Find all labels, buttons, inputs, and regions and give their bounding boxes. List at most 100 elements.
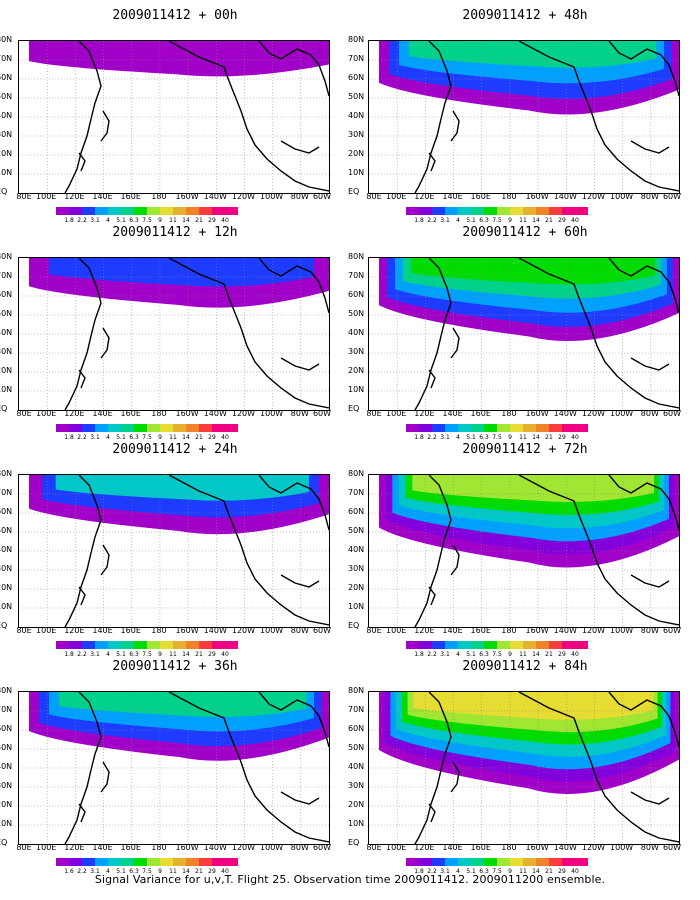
colorbar-swatch [56, 424, 69, 432]
colorbar-swatch [406, 641, 419, 649]
colorbar-swatch [108, 207, 121, 215]
map-canvas [369, 475, 679, 627]
latitude-label: 40N [0, 111, 13, 120]
colorbar-label: 9 [158, 868, 162, 875]
colorbar-swatch [134, 641, 147, 649]
latitude-label: 80N [348, 35, 365, 44]
coastline [280, 357, 320, 371]
colorbar-label: 5.1 [466, 651, 476, 658]
colorbar-swatch [484, 858, 497, 866]
longitude-label: 100E [386, 409, 407, 418]
colorbar-swatch [497, 641, 510, 649]
colorbar-swatch [212, 641, 225, 649]
colorbar-label: 40 [221, 434, 229, 441]
colorbar-swatch [406, 424, 419, 432]
colorbar-label: 11 [519, 868, 527, 875]
latitude-label: 20N [348, 583, 365, 592]
latitude-label: 80N [348, 469, 365, 478]
colorbar-label: 9 [508, 434, 512, 441]
coastline [608, 475, 679, 531]
colorbar-label: 6.3 [129, 868, 139, 875]
longitude-label: 120W [231, 843, 256, 852]
colorbar-label: 3.1 [90, 868, 100, 875]
colorbar-label: 11 [519, 434, 527, 441]
colorbar-swatch [536, 424, 549, 432]
colorbar-swatch [419, 858, 432, 866]
longitude-label: 160W [175, 409, 199, 418]
coastline [428, 369, 436, 389]
map-canvas [19, 475, 329, 627]
colorbar-label: 21 [195, 868, 203, 875]
coastline [64, 41, 102, 193]
colorbar-label: 14 [182, 868, 190, 875]
coastline [414, 692, 452, 844]
longitude-label: 180 [151, 192, 167, 201]
longitude-label: 180 [501, 409, 517, 418]
latitude-label: 70N [348, 54, 365, 63]
coastline [450, 327, 460, 359]
longitude-label: 140E [92, 626, 113, 635]
colorbar-label: 11 [169, 651, 177, 658]
longitude-label: 140E [92, 192, 113, 201]
longitude-label: 160W [525, 192, 549, 201]
colorbar-label: 14 [532, 651, 540, 658]
colorbar-label: 3.1 [90, 651, 100, 658]
map-canvas [19, 258, 329, 410]
latitude-label: 30N [348, 130, 365, 139]
longitude-label: 120E [414, 409, 435, 418]
longitude-label: 60W [312, 843, 332, 852]
colorbar-swatch [82, 641, 95, 649]
longitude-label: 60W [312, 192, 332, 201]
variance-map [18, 257, 330, 411]
latitude-label: 80N [0, 686, 13, 695]
coastline [608, 692, 679, 748]
coastline [414, 41, 452, 193]
coastline [258, 475, 329, 531]
longitude-label: 140E [442, 192, 463, 201]
colorbar-swatch [510, 858, 523, 866]
latitude-label: 80N [348, 252, 365, 261]
longitude-label: 120W [231, 409, 256, 418]
colorbar-label: 14 [182, 434, 190, 441]
contour-band [413, 692, 654, 720]
coastline [414, 475, 452, 627]
latitude-label: 40N [348, 328, 365, 337]
map-panel: 2009011412 + 72h 80N 70N 60N 50N 40N 30N 20N 10N… [348, 434, 700, 658]
coastline [100, 761, 110, 793]
longitude-label: 160W [175, 626, 199, 635]
longitude-label: 100W [260, 843, 284, 852]
latitude-label: 10N [0, 602, 13, 611]
colorbar-swatch [95, 424, 108, 432]
latitude-label: 50N [0, 526, 13, 535]
longitude-label: 80E [16, 409, 32, 418]
colorbar-label: 11 [169, 434, 177, 441]
longitude-label: 160W [525, 626, 549, 635]
colorbar-swatch [82, 424, 95, 432]
latitude-label: 50N [348, 526, 365, 535]
colorbar-label: 21 [545, 217, 553, 224]
longitude-label: 160W [525, 409, 549, 418]
colorbar-swatch [108, 858, 121, 866]
coastline [78, 586, 86, 606]
colorbar-swatch [562, 207, 575, 215]
longitude-label: 140E [442, 843, 463, 852]
colorbar-swatch [95, 858, 108, 866]
latitude-label: 60N [348, 290, 365, 299]
longitude-label: 180 [151, 409, 167, 418]
latitude-label: 20N [0, 800, 13, 809]
longitude-label: 80E [366, 843, 382, 852]
colorbar-label: 2.2 [77, 434, 87, 441]
latitude-label: 60N [0, 73, 13, 82]
colorbar-swatch [82, 207, 95, 215]
colorbar-swatch [69, 424, 82, 432]
colorbar-label: 40 [221, 651, 229, 658]
colorbar-label: 7.5 [492, 868, 502, 875]
colorbar-label: 9 [508, 868, 512, 875]
colorbar-label: 4 [106, 868, 110, 875]
colorbar-swatch [160, 207, 173, 215]
longitude-label: 80E [16, 626, 32, 635]
coastline [518, 692, 679, 843]
colorbar-label: 14 [182, 651, 190, 658]
latitude-label: 10N [0, 168, 13, 177]
colorbar-swatch [160, 858, 173, 866]
